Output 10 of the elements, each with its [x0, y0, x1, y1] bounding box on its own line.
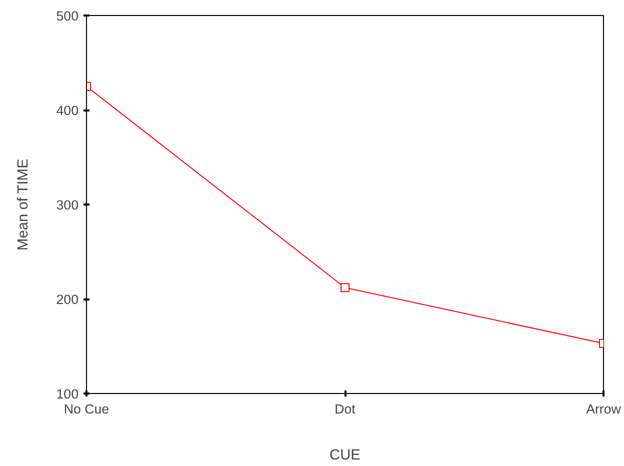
y-tick-label: 200: [56, 292, 79, 307]
x-axis-title: CUE: [330, 448, 361, 464]
x-tick-label: Arrow: [586, 402, 622, 416]
x-tick-label: Dot: [334, 402, 356, 416]
x-tick-label: No Cue: [64, 402, 110, 416]
y-tick-label: 300: [56, 198, 79, 212]
y-tick-label: 500: [56, 8, 79, 24]
y-tick-label: 100: [56, 386, 79, 402]
y-axis-title: Mean of TIME: [15, 158, 32, 251]
y-tick-label: 400: [56, 103, 79, 118]
